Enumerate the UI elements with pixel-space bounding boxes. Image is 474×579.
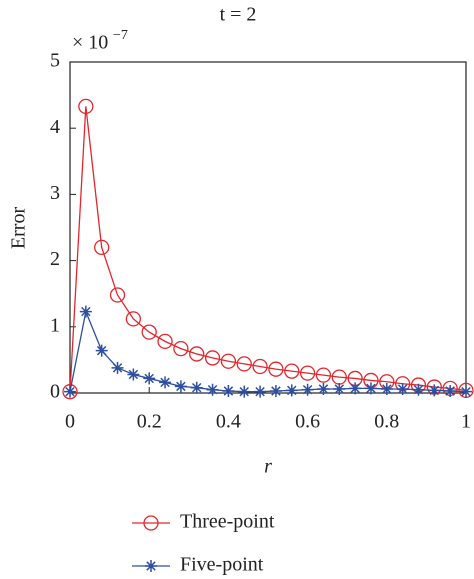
marker-star xyxy=(317,383,330,396)
marker-circle xyxy=(236,356,252,372)
marker-star xyxy=(95,344,108,357)
x-tick-label: 0.6 xyxy=(295,411,320,433)
marker-star xyxy=(254,385,267,398)
marker-circle xyxy=(315,367,332,383)
marker-circle xyxy=(78,98,94,115)
multiplier: × 10 xyxy=(72,32,108,54)
marker-star xyxy=(460,385,472,398)
series-line xyxy=(69,106,467,392)
marker-star xyxy=(428,384,441,397)
marker-star xyxy=(380,383,393,396)
x-tick-label: 0 xyxy=(65,411,75,433)
marker-circle xyxy=(141,324,157,340)
marker-star xyxy=(301,383,314,396)
marker-circle xyxy=(189,346,205,362)
marker-star xyxy=(349,382,362,395)
chart-title: t = 2 xyxy=(220,4,257,26)
marker-star xyxy=(444,385,457,398)
marker-star xyxy=(174,380,187,393)
legend-label: Three-point xyxy=(180,511,275,533)
marker-star xyxy=(285,384,298,397)
marker-circle xyxy=(143,515,159,531)
marker-star xyxy=(190,381,203,394)
y-tick-label: 0 xyxy=(50,381,60,403)
multiplier-exponent: −7 xyxy=(113,28,128,43)
marker-star xyxy=(79,305,92,318)
x-axis-label: r xyxy=(264,456,272,478)
marker-star xyxy=(333,383,346,396)
marker-star xyxy=(206,383,219,396)
y-tick-label: 3 xyxy=(50,182,60,204)
marker-star xyxy=(238,385,251,398)
y-tick-label: 2 xyxy=(50,248,60,270)
marker-circle xyxy=(284,363,300,379)
marker-circle xyxy=(268,361,284,377)
marker-circle xyxy=(94,239,110,256)
marker-star xyxy=(222,385,235,398)
marker-star xyxy=(159,376,172,389)
marker-star xyxy=(269,385,282,398)
marker-star xyxy=(127,368,140,381)
x-tick-label: 0.4 xyxy=(216,411,241,433)
marker-circle xyxy=(62,384,78,400)
marker-circle xyxy=(220,353,237,369)
marker-circle xyxy=(204,350,221,366)
marker-circle xyxy=(252,358,268,375)
marker-star xyxy=(64,385,76,398)
series-line xyxy=(69,309,467,393)
plot-frame xyxy=(69,61,467,394)
marker-star xyxy=(364,382,377,395)
x-tick-label: 1 xyxy=(461,411,471,433)
marker-circle xyxy=(125,311,142,327)
marker-star xyxy=(396,383,409,396)
marker-star xyxy=(412,383,425,396)
y-tick-label: 4 xyxy=(50,116,60,138)
marker-circle xyxy=(157,333,173,350)
y-tick-label: 1 xyxy=(50,314,60,336)
y-tick-label: 5 xyxy=(50,50,60,72)
legend-label: Five-point xyxy=(180,554,264,576)
marker-star xyxy=(111,361,124,374)
y-axis-label: Error xyxy=(8,207,30,250)
marker-circle xyxy=(173,340,189,357)
marker-circle xyxy=(109,287,126,303)
marker-circle xyxy=(299,365,316,381)
x-tick-label: 0.2 xyxy=(137,411,162,433)
marker-star xyxy=(145,560,157,572)
marker-star xyxy=(143,372,156,385)
x-tick-label: 0.8 xyxy=(374,411,399,433)
